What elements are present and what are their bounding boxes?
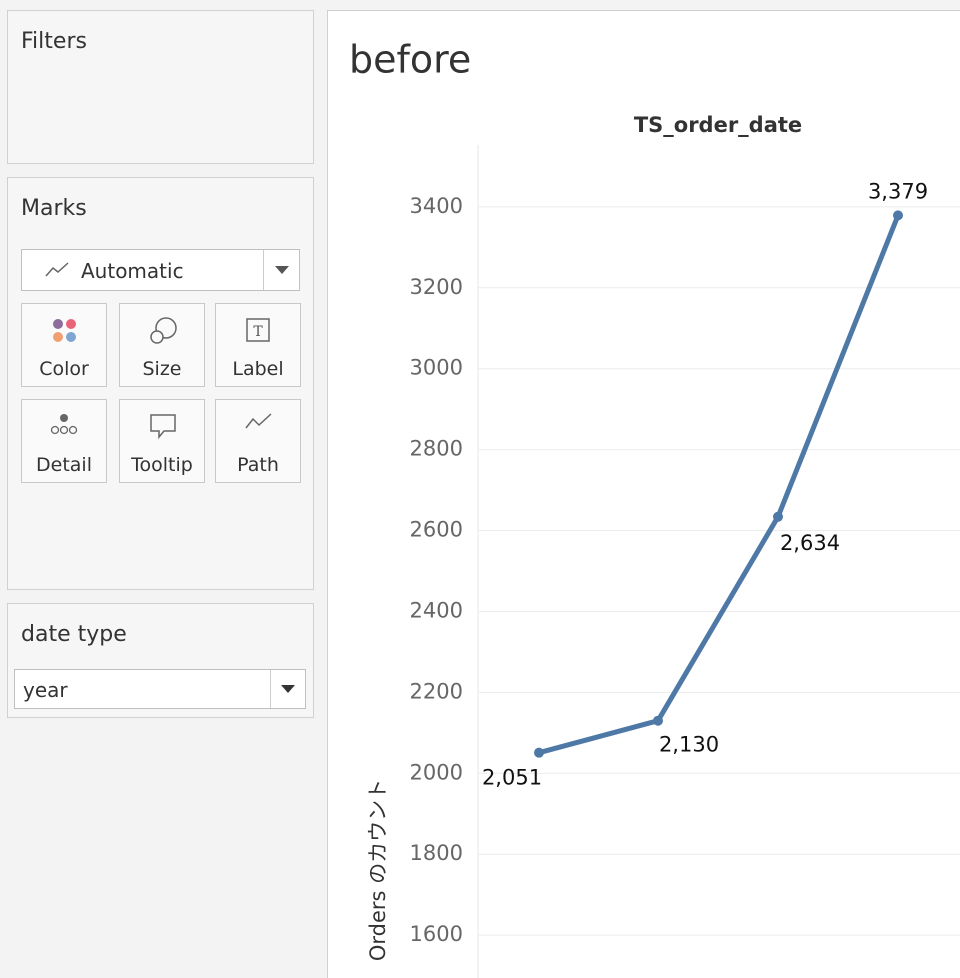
y-tick-label: 2000 bbox=[410, 760, 463, 784]
marks-title: Marks bbox=[21, 196, 87, 221]
path-icon bbox=[245, 413, 272, 429]
card-label: Detail bbox=[36, 454, 92, 476]
point bbox=[773, 511, 783, 522]
filters-title: Filters bbox=[21, 29, 87, 54]
dropdown-arrow bbox=[281, 685, 295, 693]
point bbox=[893, 210, 903, 221]
point bbox=[534, 747, 544, 758]
y-tick-label: 3200 bbox=[410, 275, 463, 299]
y-tick-label: 2600 bbox=[410, 518, 463, 542]
card-label: Path bbox=[237, 454, 279, 476]
detail-card[interactable]: Detail bbox=[21, 399, 107, 483]
tooltip-icon bbox=[150, 414, 176, 440]
mark-type: Automatic bbox=[81, 259, 184, 283]
label-icon: T bbox=[246, 318, 270, 342]
card-label: Tooltip bbox=[131, 454, 193, 476]
y-axis-label: Orders のカウント bbox=[366, 779, 390, 961]
path-card[interactable]: Path bbox=[215, 399, 301, 483]
y-tick-label: 2800 bbox=[410, 437, 463, 461]
tooltip-card[interactable]: Tooltip bbox=[119, 399, 205, 483]
dropdown-arrow bbox=[275, 266, 289, 274]
point bbox=[653, 715, 663, 726]
parameter-dropdown[interactable]: year bbox=[14, 669, 306, 709]
color-card[interactable]: Color bbox=[21, 303, 107, 387]
color-icon bbox=[53, 319, 76, 342]
card-label: Size bbox=[142, 358, 182, 380]
filters-panel: Filters bbox=[7, 10, 314, 164]
y-tick-label: 1600 bbox=[410, 922, 463, 946]
parameter-title: date type bbox=[21, 622, 127, 647]
data-label: 2,130 bbox=[659, 733, 719, 757]
mark-type-dropdown[interactable]: Automatic bbox=[21, 249, 300, 291]
line-icon bbox=[45, 262, 69, 277]
x-axis-label: TS_order_date bbox=[634, 113, 802, 137]
svg-text:T: T bbox=[253, 324, 263, 340]
parameter-value: year bbox=[23, 678, 68, 702]
y-tick-label: 3000 bbox=[410, 356, 463, 380]
data-label: 2,051 bbox=[482, 766, 542, 790]
marks-panel: Marks Automatic Color Size T Label Detai… bbox=[7, 177, 314, 590]
data-label: 2,634 bbox=[780, 531, 840, 555]
chart-title: before bbox=[349, 38, 471, 82]
y-tick-label: 1800 bbox=[410, 841, 463, 865]
label-card[interactable]: T Label bbox=[215, 303, 301, 387]
size-icon bbox=[150, 317, 177, 344]
detail-icon bbox=[50, 414, 78, 435]
size-card[interactable]: Size bbox=[119, 303, 205, 387]
chart-background bbox=[327, 10, 960, 978]
y-tick-label: 2400 bbox=[410, 598, 463, 622]
line bbox=[538, 214, 901, 756]
parameter-panel: date type year bbox=[7, 603, 314, 718]
card-label: Label bbox=[232, 358, 284, 380]
y-tick-label: 2200 bbox=[410, 679, 463, 703]
y-tick-label: 3400 bbox=[410, 194, 463, 218]
data-label: 3,379 bbox=[868, 179, 928, 203]
card-label: Color bbox=[39, 358, 89, 380]
chart: before TS_order_date Orders のカウント 1600 18… bbox=[327, 10, 960, 978]
